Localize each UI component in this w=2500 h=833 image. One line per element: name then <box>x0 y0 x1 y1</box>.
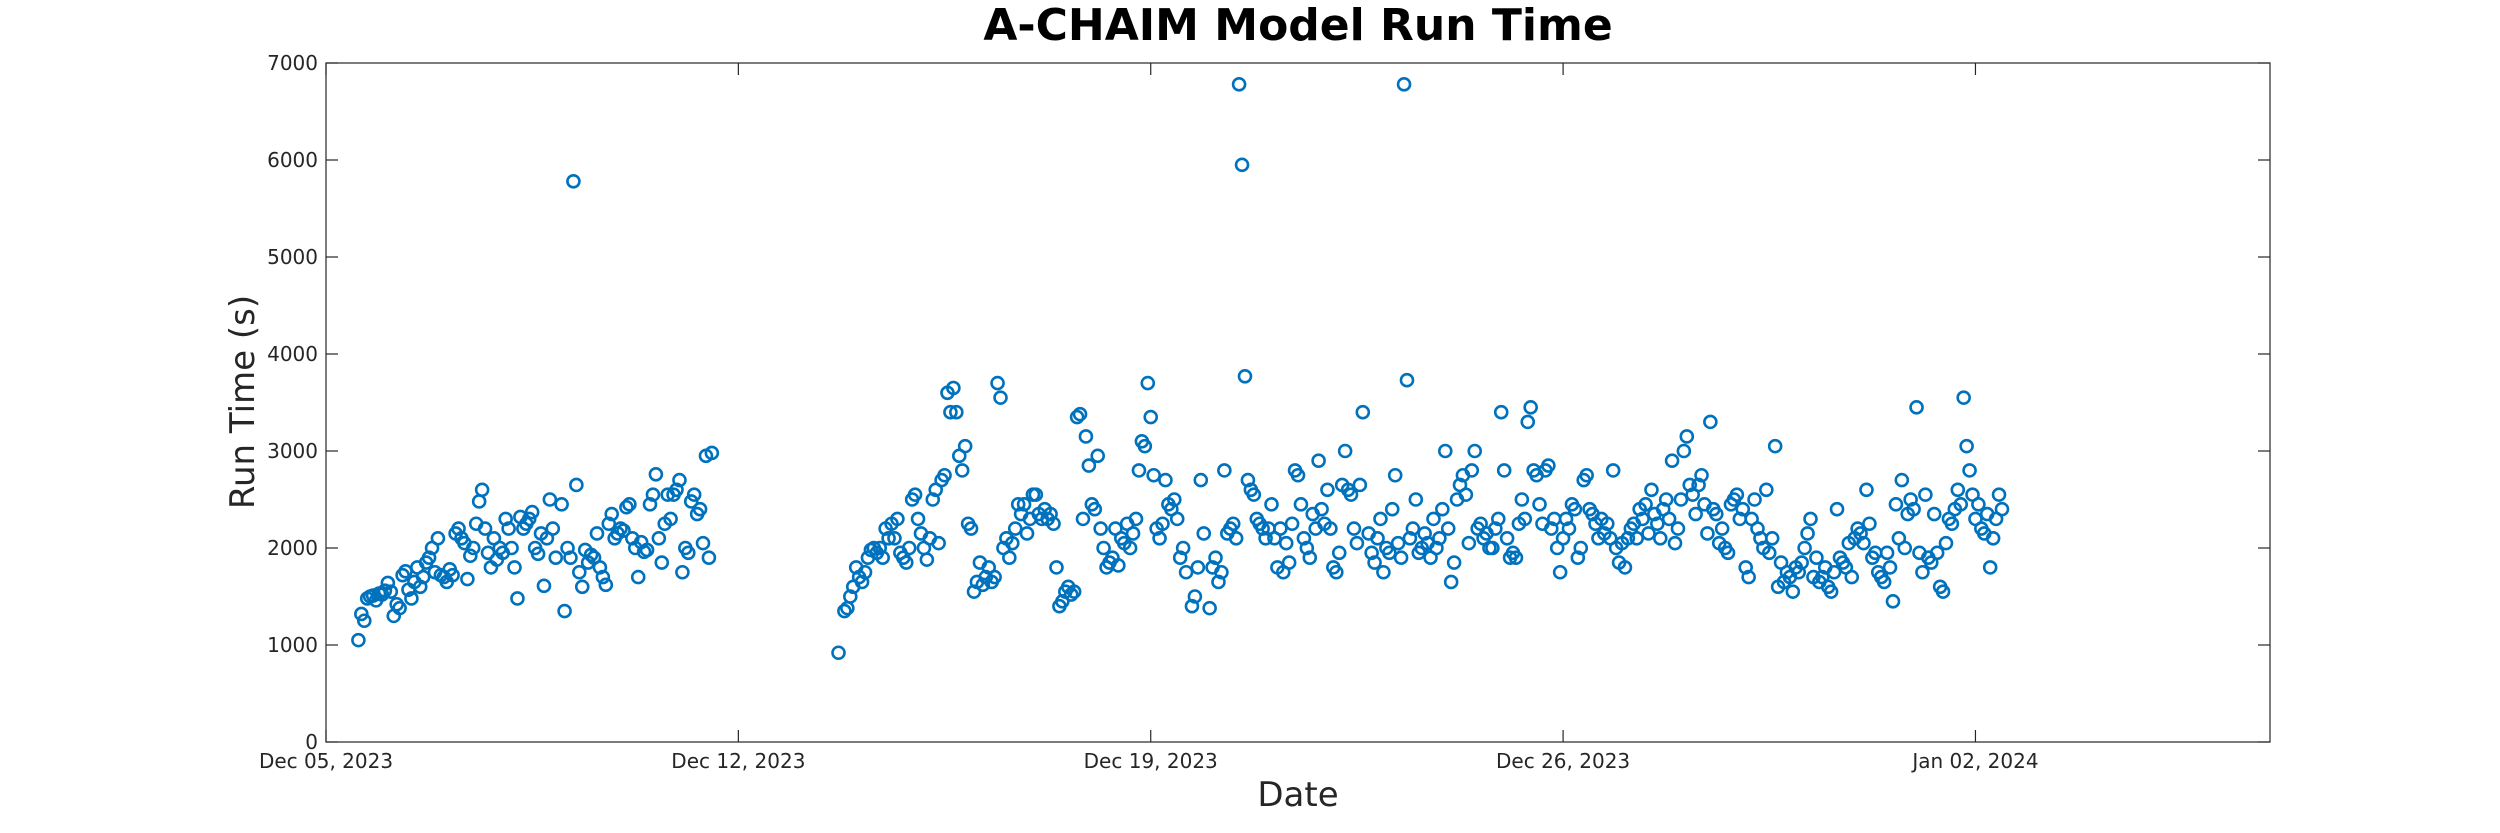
chart-title: A-CHAIM Model Run Time <box>983 0 1612 51</box>
y-tick-label: 3000 <box>267 439 318 463</box>
y-axis-label: Run Time (s) <box>223 295 263 509</box>
x-tick-label: Dec 12, 2023 <box>671 749 805 773</box>
x-tick-label: Jan 02, 2024 <box>1910 749 2038 773</box>
x-tick-label: Dec 26, 2023 <box>1496 749 1630 773</box>
y-tick-label: 7000 <box>267 51 318 75</box>
y-tick-label: 6000 <box>267 148 318 172</box>
y-tick-label: 2000 <box>267 536 318 560</box>
x-tick-label: Dec 05, 2023 <box>259 749 393 773</box>
y-tick-label: 1000 <box>267 633 318 657</box>
x-axis-label: Date <box>1257 775 1338 815</box>
y-tick-label: 5000 <box>267 245 318 269</box>
x-tick-label: Dec 19, 2023 <box>1084 749 1218 773</box>
y-tick-label: 4000 <box>267 342 318 366</box>
plot-area <box>326 63 2270 742</box>
